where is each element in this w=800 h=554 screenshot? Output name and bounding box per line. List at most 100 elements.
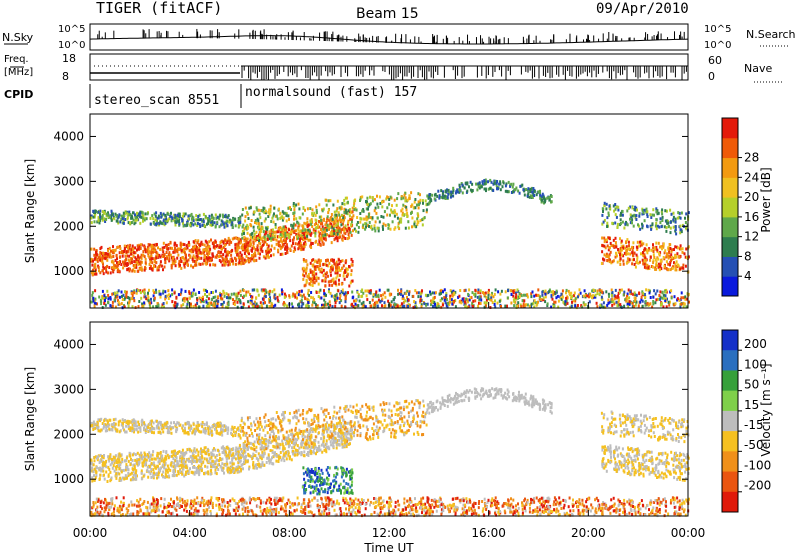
power-cell bbox=[305, 222, 308, 226]
power-cell bbox=[236, 305, 239, 309]
power-cell bbox=[322, 242, 325, 246]
power-cell bbox=[565, 296, 568, 300]
power-cell bbox=[607, 236, 610, 240]
power-cell bbox=[651, 305, 654, 309]
power-cell bbox=[155, 211, 158, 215]
power-cell bbox=[332, 227, 335, 231]
power-cell bbox=[386, 206, 389, 210]
power-cell bbox=[119, 247, 122, 251]
power-cell bbox=[150, 254, 153, 258]
power-cell bbox=[169, 294, 172, 298]
power-cell bbox=[664, 290, 667, 294]
power-cell bbox=[629, 221, 632, 225]
power-cell bbox=[373, 209, 376, 213]
power-cell bbox=[301, 302, 304, 306]
power-cell bbox=[615, 251, 617, 255]
power-cell bbox=[645, 258, 647, 262]
power-cell bbox=[189, 223, 192, 227]
power-cell bbox=[143, 295, 146, 299]
power-cell bbox=[332, 203, 335, 207]
power-cell bbox=[307, 301, 310, 304]
power-cell bbox=[225, 222, 228, 226]
power-cell bbox=[100, 302, 103, 306]
power-cell bbox=[304, 297, 307, 301]
power-cell bbox=[374, 206, 377, 210]
power-cell bbox=[117, 299, 119, 303]
power-cell bbox=[215, 255, 218, 259]
power-cell bbox=[308, 223, 311, 227]
power-cell bbox=[533, 305, 536, 309]
power-cell bbox=[531, 190, 534, 194]
power-cell bbox=[183, 257, 186, 261]
power-cell bbox=[340, 290, 343, 293]
power-cell bbox=[339, 292, 342, 296]
power-cell bbox=[225, 254, 228, 258]
power-cell bbox=[630, 301, 633, 305]
power-cell bbox=[186, 219, 189, 223]
power-cell bbox=[604, 305, 607, 309]
power-cell bbox=[366, 196, 369, 200]
power-cell bbox=[214, 245, 217, 249]
power-cell bbox=[131, 216, 134, 220]
power-cell bbox=[157, 303, 160, 307]
power-cell bbox=[633, 263, 636, 266]
power-cell bbox=[342, 216, 345, 220]
power-cell bbox=[660, 245, 663, 249]
power-cell bbox=[127, 211, 130, 215]
power-cell bbox=[504, 304, 507, 308]
power-cell bbox=[155, 251, 158, 254]
power-cell bbox=[192, 305, 195, 308]
power-cell bbox=[314, 229, 317, 233]
power-cell bbox=[311, 284, 314, 287]
power-cell bbox=[283, 295, 286, 299]
power-cell bbox=[147, 296, 150, 300]
power-cell bbox=[230, 240, 233, 244]
power-cell bbox=[121, 217, 124, 221]
power-cell bbox=[111, 266, 114, 269]
power-cell bbox=[252, 240, 255, 244]
power-cell bbox=[167, 243, 170, 247]
power-cell bbox=[184, 296, 186, 300]
power-cell bbox=[246, 211, 249, 215]
power-cell bbox=[386, 195, 389, 199]
power-cell bbox=[317, 276, 320, 280]
power-cell bbox=[94, 256, 97, 260]
power-colorbar-tick-label: 8 bbox=[744, 249, 752, 263]
power-cell bbox=[321, 231, 324, 235]
power-cell bbox=[419, 295, 422, 299]
power-cell bbox=[616, 226, 619, 229]
velocity-cell bbox=[181, 470, 184, 474]
power-cell bbox=[624, 246, 627, 250]
power-cell bbox=[269, 208, 272, 211]
power-cell bbox=[628, 258, 631, 262]
power-cell bbox=[450, 190, 453, 194]
power-cell bbox=[187, 214, 190, 218]
power-cell bbox=[684, 297, 687, 301]
power-cell bbox=[443, 298, 446, 302]
power-cell bbox=[240, 254, 243, 258]
power-cell bbox=[117, 300, 120, 304]
power-cell bbox=[247, 249, 250, 253]
power-cell bbox=[185, 244, 188, 248]
power-cell bbox=[329, 199, 332, 203]
power-cell bbox=[148, 303, 151, 307]
power-cell bbox=[344, 295, 347, 298]
power-cell bbox=[94, 289, 97, 293]
power-cell bbox=[291, 302, 293, 306]
power-cell bbox=[292, 249, 295, 253]
power-colorbar-frame bbox=[721, 117, 739, 297]
power-cell bbox=[139, 221, 142, 225]
power-cell bbox=[286, 233, 289, 237]
power-cell bbox=[267, 253, 269, 257]
power-cell bbox=[646, 301, 649, 305]
power-cell bbox=[205, 246, 208, 250]
power-cell bbox=[127, 267, 130, 271]
power-cell bbox=[259, 245, 262, 249]
power-cell bbox=[280, 236, 283, 240]
power-cell bbox=[347, 200, 349, 204]
power-cell bbox=[426, 202, 429, 206]
power-cell bbox=[293, 217, 295, 221]
power-cell bbox=[366, 200, 368, 204]
power-cell bbox=[667, 256, 670, 260]
power-cell bbox=[331, 225, 334, 229]
